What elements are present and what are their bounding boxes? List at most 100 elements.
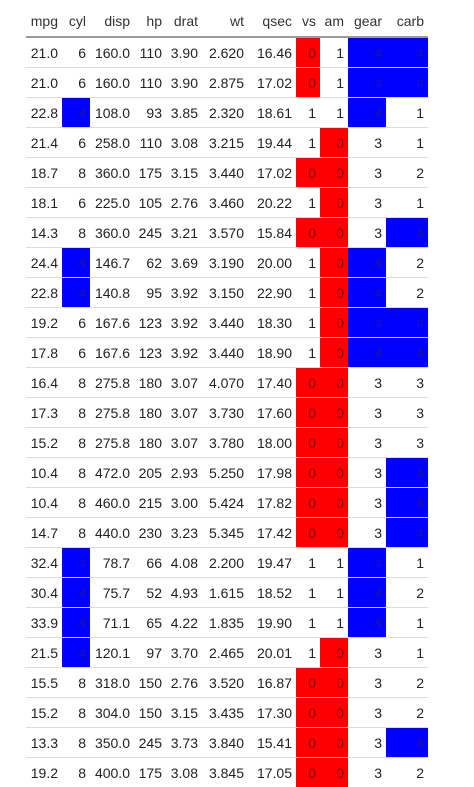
cell-hp: 205	[134, 458, 166, 488]
cell-vs: 0	[296, 398, 320, 428]
cell-value: 175	[134, 765, 166, 781]
cell-value: 3	[348, 225, 386, 241]
cell-drat: 3.00	[166, 488, 202, 518]
cell-value: 8	[62, 495, 90, 511]
cell-value: 10.4	[26, 465, 62, 481]
cell-wt: 1.835	[202, 608, 248, 638]
cell-wt: 3.435	[202, 698, 248, 728]
cell-am: 0	[320, 728, 348, 758]
cell-gear: 3	[348, 488, 386, 518]
cell-value: 3.215	[202, 135, 248, 151]
cell-gear: 4	[348, 578, 386, 608]
cell-value: 0	[320, 405, 348, 421]
cell-value: 3.21	[166, 225, 202, 241]
cell-value: 360.0	[90, 165, 134, 181]
cell-wt: 3.730	[202, 398, 248, 428]
cell-value: 3.07	[166, 375, 202, 391]
cell-mpg: 13.3	[26, 728, 62, 758]
cell-wt: 5.345	[202, 518, 248, 548]
cell-gear: 4	[348, 98, 386, 128]
cell-value: 140.8	[90, 285, 134, 301]
cell-qsec: 20.00	[248, 248, 296, 278]
cell-value: 258.0	[90, 135, 134, 151]
cell-value: 19.44	[248, 135, 296, 151]
cell-qsec: 17.05	[248, 758, 296, 787]
cell-disp: 304.0	[90, 698, 134, 728]
cell-value: 1	[320, 615, 348, 631]
cell-value: 10.4	[26, 495, 62, 511]
column-header-label: vs	[296, 13, 320, 29]
cell-qsec: 19.47	[248, 548, 296, 578]
cell-vs: 0	[296, 518, 320, 548]
cell-cyl: 8	[62, 488, 90, 518]
cell-carb: 3	[386, 428, 428, 458]
cell-value: 4	[62, 285, 90, 301]
cell-carb: 3	[386, 368, 428, 398]
cell-value: 3	[386, 375, 428, 391]
cell-value: 3.440	[202, 345, 248, 361]
cell-qsec: 20.22	[248, 188, 296, 218]
cell-vs: 1	[296, 548, 320, 578]
column-header-carb: carb	[386, 6, 428, 37]
cell-wt: 3.440	[202, 308, 248, 338]
cell-drat: 3.21	[166, 218, 202, 248]
cell-value: 3.15	[166, 705, 202, 721]
cell-qsec: 16.87	[248, 668, 296, 698]
cell-value: 65	[134, 615, 166, 631]
cell-cyl: 4	[62, 98, 90, 128]
cell-value: 8	[62, 435, 90, 451]
cell-value: 16.46	[248, 45, 296, 61]
cell-disp: 120.1	[90, 638, 134, 668]
cell-carb: 2	[386, 668, 428, 698]
cell-value: 3	[348, 375, 386, 391]
cell-value: 1	[296, 645, 320, 661]
cell-disp: 140.8	[90, 278, 134, 308]
column-header-drat: drat	[166, 6, 202, 37]
cell-am: 0	[320, 698, 348, 728]
cell-value: 3	[348, 495, 386, 511]
cell-value: 180	[134, 405, 166, 421]
cell-value: 4	[62, 255, 90, 271]
cell-value: 4	[348, 615, 386, 631]
cell-value: 75.7	[90, 585, 134, 601]
cell-mpg: 32.4	[26, 548, 62, 578]
cell-carb: 1	[386, 188, 428, 218]
cell-hp: 123	[134, 308, 166, 338]
cell-carb: 2	[386, 278, 428, 308]
cell-carb: 2	[386, 578, 428, 608]
cell-value: 4	[62, 645, 90, 661]
cell-value: 245	[134, 225, 166, 241]
cell-value: 3.08	[166, 135, 202, 151]
cell-wt: 5.250	[202, 458, 248, 488]
cell-cyl: 6	[62, 188, 90, 218]
cell-hp: 105	[134, 188, 166, 218]
cell-value: 3.190	[202, 255, 248, 271]
cell-value: 21.4	[26, 135, 62, 151]
cell-cyl: 4	[62, 638, 90, 668]
cell-value: 3.440	[202, 315, 248, 331]
cell-value: 6	[62, 75, 90, 91]
cell-carb: 2	[386, 698, 428, 728]
cell-value: 8	[62, 735, 90, 751]
cell-disp: 275.8	[90, 368, 134, 398]
cell-value: 225.0	[90, 195, 134, 211]
cell-am: 0	[320, 308, 348, 338]
cell-vs: 1	[296, 638, 320, 668]
cell-value: 13.3	[26, 735, 62, 751]
cell-disp: 108.0	[90, 98, 134, 128]
cell-value: 275.8	[90, 435, 134, 451]
cell-drat: 3.08	[166, 758, 202, 787]
cell-value: 0	[296, 735, 320, 751]
cell-value: 110	[134, 135, 166, 151]
cell-carb: 4	[386, 518, 428, 548]
column-header-disp: disp	[90, 6, 134, 37]
column-header-mpg: mpg	[26, 6, 62, 37]
cell-mpg: 15.5	[26, 668, 62, 698]
cell-value: 21.0	[26, 45, 62, 61]
cell-value: 4	[386, 75, 428, 91]
cell-value: 8	[62, 375, 90, 391]
